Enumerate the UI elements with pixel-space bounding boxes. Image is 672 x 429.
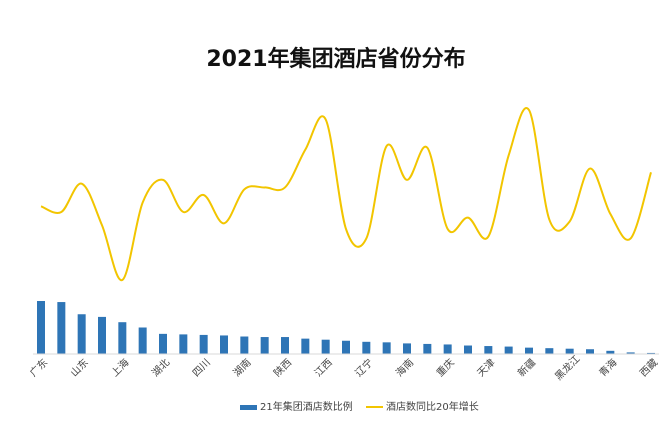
x-tick-label: 湖北: [150, 357, 173, 380]
bar-海南: [403, 343, 411, 354]
x-tick-label: 西藏: [638, 357, 661, 380]
bar-宁夏: [626, 352, 635, 354]
bar-河南: [301, 338, 310, 354]
x-tick-label: 陕西: [271, 356, 294, 379]
bar-河北: [220, 335, 228, 354]
bar-广西: [342, 340, 350, 354]
bar-贵州: [464, 345, 472, 354]
legend-label-bar: 21年集团酒店数比例: [260, 400, 353, 413]
bar-广东: [37, 301, 45, 354]
bar-重庆: [443, 344, 452, 354]
bar-上海: [118, 322, 127, 354]
x-tick-label: 湖南: [230, 356, 253, 379]
x-tick-label: 青海: [596, 356, 619, 379]
bar-内蒙古: [545, 348, 554, 354]
bar-云南: [382, 342, 391, 354]
x-tick-label: 新疆: [515, 356, 538, 379]
bar-山东: [77, 314, 86, 354]
bar-青海: [606, 350, 615, 354]
bar-陕西: [281, 337, 289, 354]
bar-福建: [260, 337, 269, 354]
bar-山西: [423, 343, 432, 354]
legend-swatch-bar: [240, 405, 257, 410]
bar-西藏: [647, 352, 655, 354]
x-tick-label: 四川: [191, 357, 213, 379]
x-tick-label: 江西: [312, 357, 335, 380]
bar-辽宁: [362, 341, 371, 354]
x-tick-label: 黑龙江: [552, 352, 582, 382]
x-tick-label: 天津: [475, 357, 498, 380]
x-tick-label: 山东: [68, 356, 91, 379]
bar-吉林: [504, 346, 513, 354]
bar-四川: [199, 334, 208, 354]
bar-浙江: [98, 316, 106, 354]
x-tick-label: 海南: [393, 356, 416, 379]
bar-湖南: [240, 336, 249, 354]
line-series-growth: [40, 107, 652, 282]
bar-黑龙江: [565, 348, 574, 354]
x-tick-label: 重庆: [434, 356, 457, 379]
legend: 21年集团酒店数比例 酒店数同比20年增长: [240, 400, 479, 413]
x-tick-label: 上海: [108, 356, 131, 379]
bar-新疆: [525, 347, 533, 354]
legend-label-line: 酒店数同比20年增长: [386, 400, 479, 413]
bar-天津: [484, 346, 493, 354]
bar-甘肃: [586, 349, 594, 354]
x-tick-label: 辽宁: [352, 356, 375, 379]
bar-湖北: [159, 333, 167, 354]
x-tick-label: 广东: [27, 356, 50, 379]
chart-title: 2021年集团酒店省份分布: [206, 47, 466, 72]
bar-安徽: [179, 334, 188, 354]
bar-北京: [138, 327, 147, 354]
bar-江苏: [57, 302, 66, 354]
bar-江西: [321, 339, 330, 354]
